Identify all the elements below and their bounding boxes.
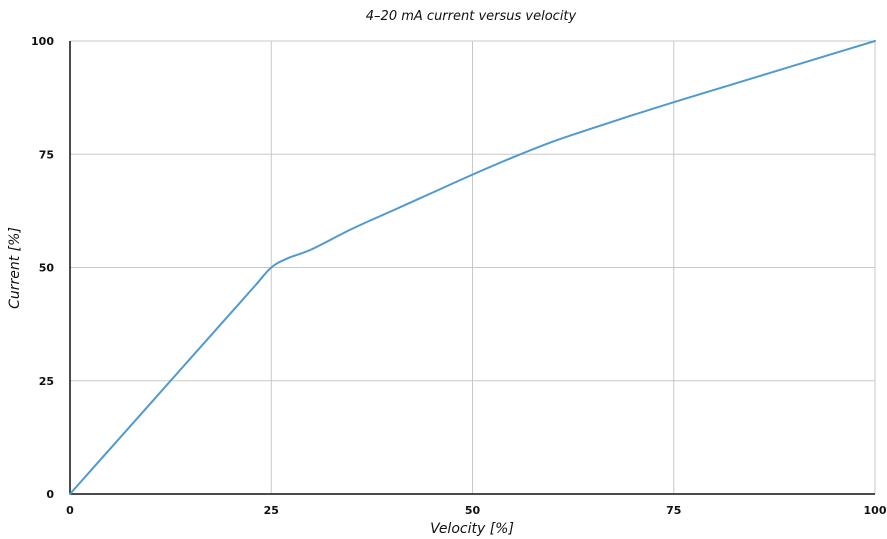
axes [69,41,875,495]
y-tick-label-0: 0 [46,488,54,501]
y-tick-label-2: 50 [39,262,55,275]
series-line-0 [69,40,876,495]
x-tick-label-1: 25 [264,504,279,517]
y-tick-label-1: 25 [39,375,54,388]
series-group [69,40,876,495]
grid [70,40,876,494]
y-tick-label-3: 75 [39,148,54,161]
x-axis-label: Velocity [%] [430,521,514,537]
y-tick-label-4: 100 [31,35,54,48]
x-tick-label-0: 0 [66,504,74,517]
x-tick-label-4: 100 [864,504,887,517]
y-axis-label: Current [%] [7,227,23,309]
chart-title: 4–20 mA current versus velocity [366,9,577,24]
tick-labels: 0 25 50 75 100 0 25 50 75 100 [31,35,887,517]
x-tick-label-3: 75 [666,504,681,517]
x-tick-label-2: 50 [465,504,481,517]
